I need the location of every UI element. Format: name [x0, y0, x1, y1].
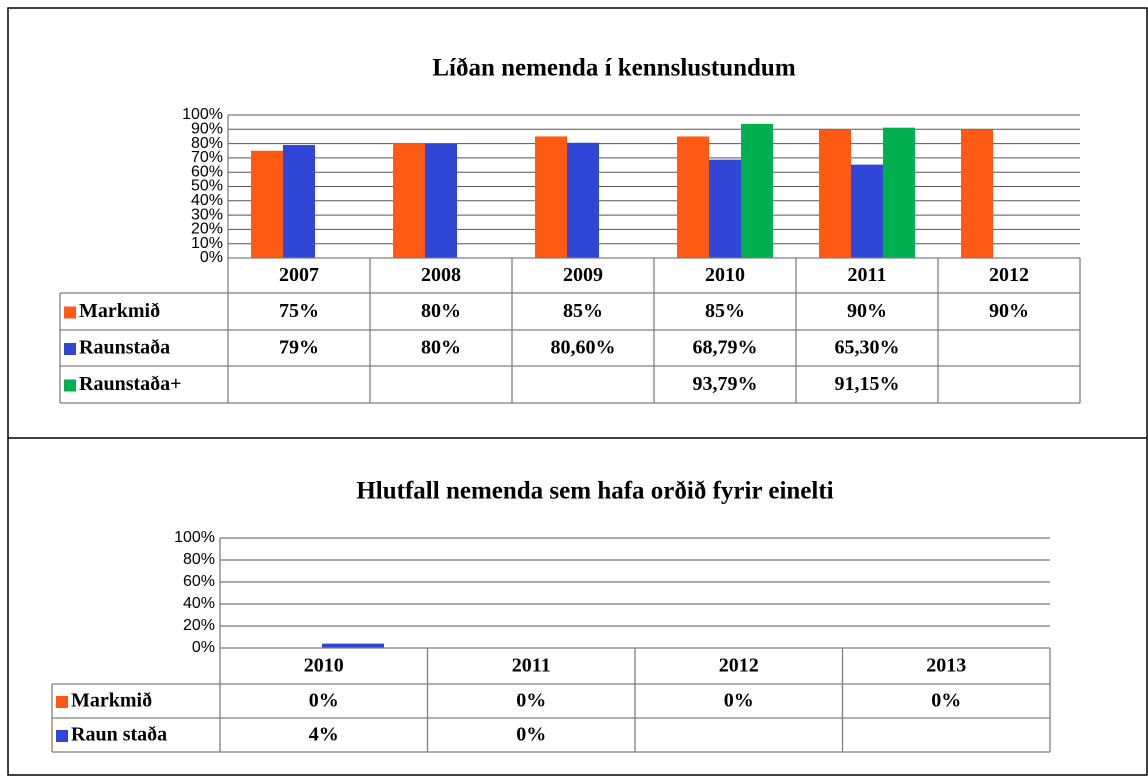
bar	[535, 136, 567, 258]
legend-label: Markmið	[79, 300, 160, 322]
bar	[961, 129, 993, 258]
y-tick-label: 70%	[191, 149, 223, 166]
data-label: 80%	[421, 337, 461, 359]
legend-key	[56, 696, 68, 708]
data-label: 85%	[563, 300, 603, 322]
bar	[851, 164, 883, 258]
bar	[567, 142, 599, 258]
x-tick-label: 2011	[512, 655, 551, 677]
legend-label: Raunstaða+	[79, 373, 182, 395]
data-label: 0%	[516, 724, 546, 746]
y-tick-label: 80%	[183, 551, 215, 568]
chart-title: Hlutfall nemenda sem hafa orðið fyrir ei…	[356, 478, 833, 505]
y-tick-label: 0%	[200, 249, 223, 266]
bar	[283, 145, 315, 258]
data-label: 65,30%	[835, 337, 900, 359]
x-tick-label: 2010	[304, 655, 344, 677]
data-label: 75%	[279, 300, 319, 322]
x-tick-label: 2012	[989, 264, 1029, 286]
data-label: 79%	[279, 337, 319, 359]
data-label: 80,60%	[551, 337, 616, 359]
y-tick-label: 60%	[183, 573, 215, 590]
bar	[425, 143, 457, 258]
data-label: 90%	[989, 300, 1029, 322]
data-label: 93,79%	[693, 373, 758, 395]
data-label: 0%	[724, 690, 754, 712]
x-tick-label: 2013	[926, 655, 966, 677]
y-tick-label: 20%	[183, 617, 215, 634]
bar	[322, 643, 384, 648]
y-tick-label: 50%	[191, 178, 223, 195]
data-label: 0%	[931, 690, 961, 712]
legend-key	[64, 306, 76, 319]
bar	[251, 150, 283, 258]
y-tick-label: 10%	[191, 235, 223, 252]
legend-label: Raun staða	[71, 724, 167, 746]
bar	[883, 127, 915, 258]
bar	[393, 143, 425, 258]
data-label: 0%	[309, 690, 339, 712]
bar	[677, 136, 709, 258]
x-tick-label: 2008	[421, 264, 461, 286]
x-tick-label: 2011	[848, 264, 887, 286]
data-label: 4%	[309, 724, 339, 746]
bar	[709, 159, 741, 258]
data-label: 0%	[516, 690, 546, 712]
x-tick-label: 2012	[719, 655, 759, 677]
data-label: 91,15%	[835, 373, 900, 395]
data-label: 85%	[705, 300, 745, 322]
y-tick-label: 0%	[192, 639, 215, 656]
y-tick-label: 90%	[191, 121, 223, 138]
x-tick-label: 2009	[563, 264, 603, 286]
legend-key	[64, 343, 76, 355]
y-tick-label: 30%	[191, 206, 223, 223]
x-tick-label: 2007	[279, 264, 319, 286]
y-tick-label: 40%	[183, 595, 215, 612]
legend-key	[56, 730, 68, 742]
legend-key	[64, 379, 76, 392]
data-label: 90%	[847, 300, 887, 322]
y-tick-label: 100%	[174, 529, 215, 546]
y-tick-label: 80%	[191, 135, 223, 152]
chart-title: Líðan nemenda í kennslustundum	[432, 55, 796, 82]
y-tick-label: 60%	[191, 163, 223, 180]
y-tick-label: 100%	[182, 106, 223, 123]
bar	[819, 129, 851, 258]
data-label: 68,79%	[693, 337, 758, 359]
data-label: 80%	[421, 300, 461, 322]
legend-label: Raunstaða	[79, 337, 170, 359]
legend-label: Markmið	[71, 690, 152, 712]
y-tick-label: 20%	[191, 221, 223, 238]
bar	[741, 123, 773, 258]
frame	[7, 7, 1148, 776]
y-tick-label: 40%	[191, 192, 223, 209]
x-tick-label: 2010	[705, 264, 745, 286]
